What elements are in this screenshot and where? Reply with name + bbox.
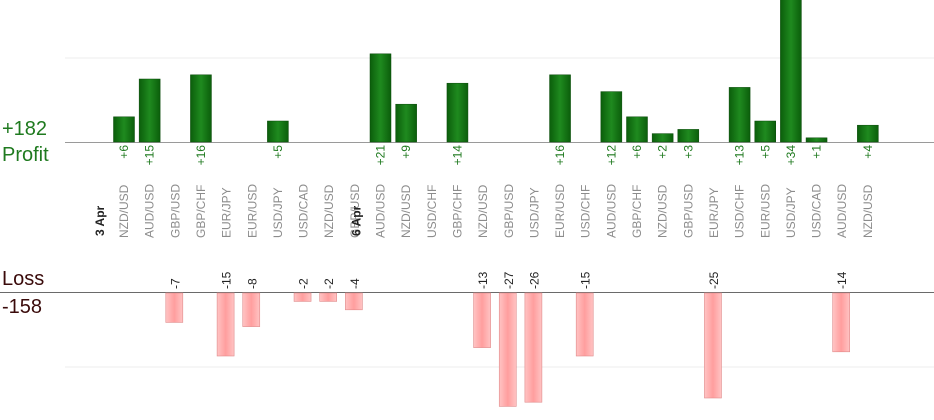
loss-total: -158	[2, 296, 43, 318]
loss-bar	[473, 292, 491, 348]
profit-bar	[626, 116, 648, 143]
profit-total: +182	[2, 118, 48, 140]
pair-label: NZD/USD	[399, 184, 413, 238]
loss-bar	[293, 292, 312, 302]
loss-value-label: -14	[835, 271, 849, 289]
pair-label: NZD/USD	[656, 184, 670, 238]
profit-value-label: +13	[733, 145, 747, 166]
profit-value-label: +2	[656, 145, 670, 159]
profit-bar	[113, 116, 135, 143]
profit-value-label: +12	[604, 145, 618, 166]
profit-value-label: +5	[758, 145, 772, 159]
pair-label: GBP/CHF	[630, 185, 644, 238]
loss-bar	[319, 292, 338, 302]
loss-bar	[216, 292, 235, 357]
loss-value-label: -2	[322, 278, 336, 289]
pair-label: USD/JPY	[784, 187, 798, 238]
pair-label: USD/JPY	[271, 187, 285, 238]
pair-label: EUR/JPY	[707, 187, 721, 238]
pair-label: USD/CHF	[579, 185, 593, 238]
loss-bar	[345, 292, 363, 311]
pair-label: EUR/USD	[553, 184, 567, 238]
pair-label: USD/CAD	[297, 184, 311, 238]
pair-label: USD/CAD	[810, 184, 824, 238]
loss-bar	[704, 292, 722, 399]
profit-bar	[369, 53, 392, 143]
pair-label: GBP/USD	[168, 184, 182, 238]
pair-label: USD/CHF	[733, 185, 747, 238]
loss-bar	[498, 292, 517, 407]
profit-value-label: +16	[194, 145, 208, 166]
loss-value-label: -4	[348, 278, 362, 289]
pair-label: NZD/USD	[861, 184, 875, 238]
loss-bar	[524, 292, 543, 403]
pair-label: NZD/USD	[117, 184, 131, 238]
profit-bar	[677, 129, 700, 143]
profit-bar	[600, 91, 623, 143]
profit-value-label: +4	[861, 145, 875, 159]
profit-value-label: +34	[784, 145, 798, 166]
loss-value-label: -15	[220, 271, 234, 289]
pair-label: AUD/USD	[604, 184, 618, 238]
profit-bar	[395, 103, 417, 143]
profit-bar	[190, 74, 212, 143]
pair-label: GBP/USD	[681, 184, 695, 238]
profit-value-label: +16	[553, 145, 567, 166]
profit-value-label: +6	[117, 145, 131, 159]
pair-label: USD/JPY	[527, 187, 541, 238]
profit-label: Profit	[2, 144, 49, 166]
loss-bar	[832, 292, 851, 353]
profit-value-label: +21	[374, 145, 388, 166]
pair-label: AUD/USD	[143, 184, 157, 238]
loss-value-label: -25	[707, 271, 721, 289]
loss-value-label: -27	[502, 271, 516, 289]
pair-label: GBP/CHF	[194, 185, 208, 238]
profit-value-label: +6	[630, 145, 644, 159]
loss-bar	[165, 292, 184, 323]
profit-value-label: +9	[399, 145, 413, 159]
profit-value-label: +14	[450, 145, 464, 166]
profit-bar	[728, 87, 751, 143]
profit-bar	[754, 120, 776, 143]
loss-bar	[242, 292, 261, 327]
profit-value-label: +1	[810, 145, 824, 159]
profit-bar	[446, 82, 469, 143]
profit-bar	[138, 78, 161, 143]
pair-label: USD/CHF	[425, 185, 439, 238]
loss-bar	[575, 292, 594, 357]
pair-label: AUD/USD	[374, 184, 388, 238]
loss-value-label: -7	[168, 278, 182, 289]
profit-bar	[651, 133, 674, 143]
loss-value-label: -2	[297, 278, 311, 289]
profit-bar	[805, 137, 828, 143]
profit-bar	[780, 0, 802, 143]
pair-label: EUR/JPY	[220, 187, 234, 238]
loss-label: Loss	[2, 268, 45, 290]
pair-label: AUD/USD	[835, 184, 849, 238]
pair-label: GBP/USD	[502, 184, 516, 238]
pair-label: EUR/USD	[245, 184, 259, 238]
profit-value-label: +5	[271, 145, 285, 159]
profit-bar	[267, 120, 289, 143]
pair-label: GBP/USD	[348, 184, 362, 238]
loss-value-label: -13	[476, 271, 490, 289]
profit-value-label: +3	[681, 145, 695, 159]
profit-value-label: +15	[143, 145, 157, 166]
loss-value-label: -15	[579, 271, 593, 289]
loss-value-label: -8	[245, 278, 259, 289]
date-label: 6 Apr	[350, 205, 364, 236]
pair-label: NZD/USD	[322, 184, 336, 238]
profit-bar	[857, 124, 879, 143]
pair-label: GBP/CHF	[450, 185, 464, 238]
pair-label: NZD/USD	[476, 184, 490, 238]
profit-bar	[549, 74, 571, 143]
loss-value-label: -26	[527, 271, 541, 289]
date-label: 3 Apr	[93, 205, 107, 236]
pair-label: EUR/USD	[758, 184, 772, 238]
